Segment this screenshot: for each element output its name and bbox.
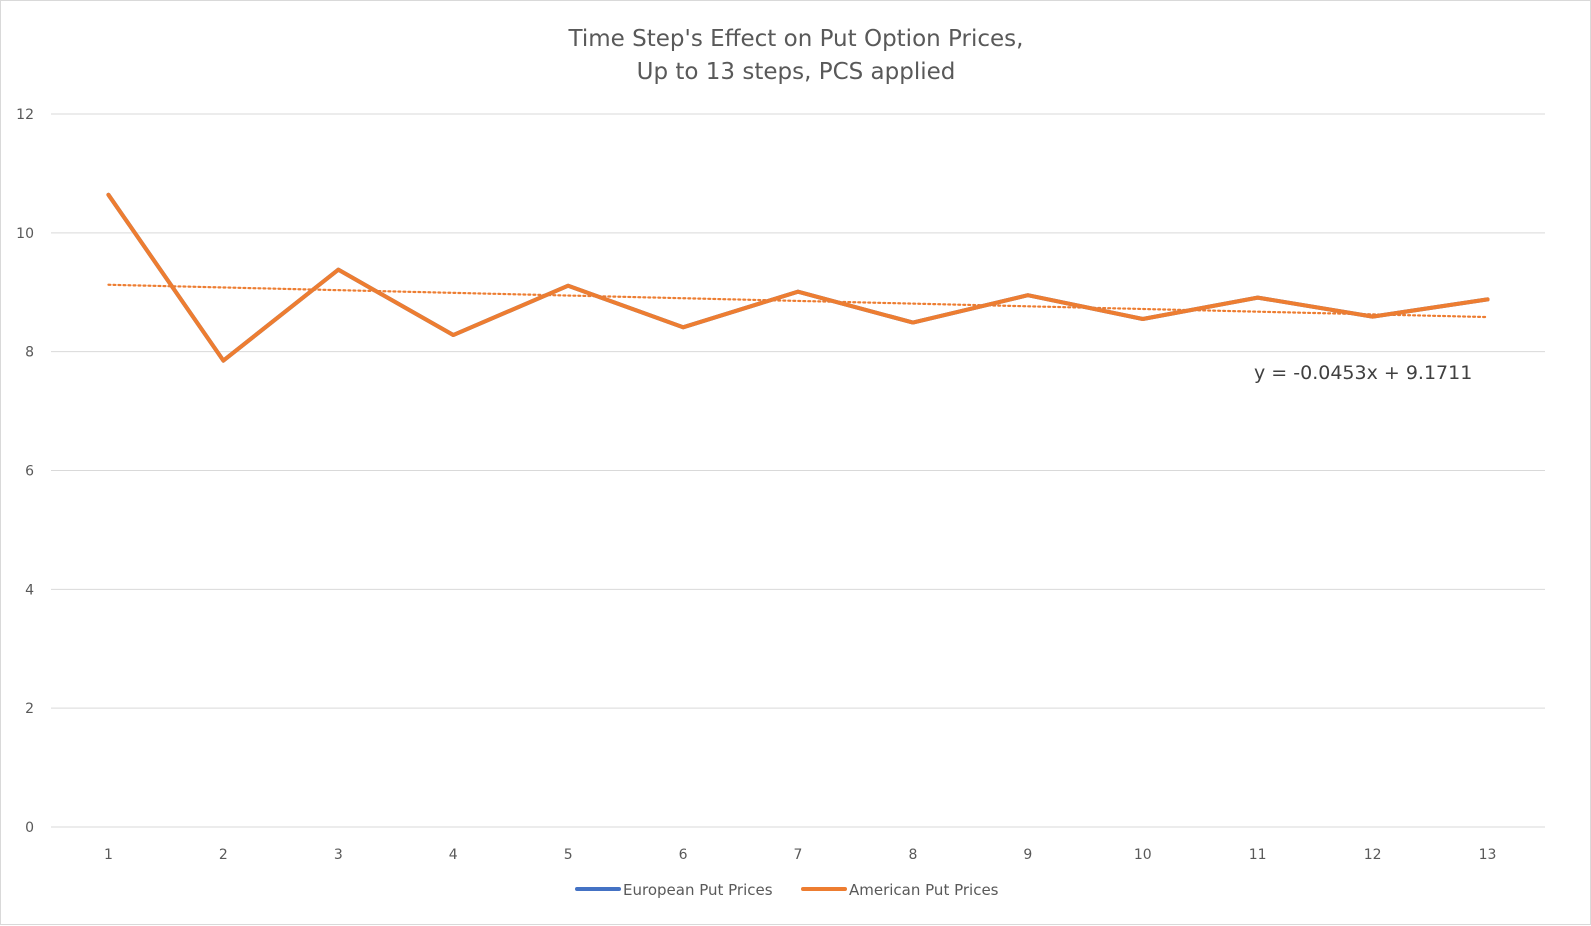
series-lines <box>106 192 1490 363</box>
gridlines <box>51 113 1545 828</box>
trendline-path <box>107 283 1489 319</box>
x-tick-label: 12 <box>1364 847 1382 863</box>
y-tick-label: 10 <box>16 226 34 242</box>
series-line-american <box>106 192 1490 363</box>
trendline-equation: y = -0.0453x + 9.1711 <box>1254 362 1472 384</box>
x-tick-label: 4 <box>449 847 458 863</box>
trendline-equation-label: y = -0.0453x + 9.1711 <box>1254 362 1472 384</box>
legend-label: American Put Prices <box>849 881 999 899</box>
y-tick-label: 12 <box>16 107 34 123</box>
x-tick-label: 6 <box>679 847 688 863</box>
x-tick-label: 1 <box>104 847 113 863</box>
y-axis-ticks: 0 2 4 6 8 10 12 <box>16 107 34 836</box>
chart-title: Time Step's Effect on Put Option Prices,… <box>568 26 1024 85</box>
x-axis-ticks: 1 2 3 4 5 6 7 8 9 10 11 12 13 <box>104 847 1496 863</box>
y-tick-label: 6 <box>25 464 34 480</box>
x-tick-label: 8 <box>908 847 917 863</box>
x-tick-label: 11 <box>1249 847 1267 863</box>
y-tick-label: 2 <box>25 701 34 717</box>
x-tick-label: 13 <box>1479 847 1497 863</box>
x-tick-label: 2 <box>219 847 228 863</box>
x-tick-label: 9 <box>1023 847 1032 863</box>
x-tick-label: 3 <box>334 847 343 863</box>
chart-title-line: Time Step's Effect on Put Option Prices, <box>568 26 1024 52</box>
trendline <box>107 283 1489 319</box>
chart-title-line: Up to 13 steps, PCS applied <box>637 59 956 85</box>
legend: European Put Prices American Put Prices <box>575 881 999 899</box>
x-tick-label: 10 <box>1134 847 1152 863</box>
x-tick-label: 7 <box>794 847 803 863</box>
y-tick-label: 0 <box>25 820 34 836</box>
x-tick-label: 5 <box>564 847 573 863</box>
y-tick-label: 8 <box>25 345 34 361</box>
legend-label: European Put Prices <box>623 881 773 899</box>
series-line-european <box>106 192 1490 363</box>
y-tick-label: 4 <box>25 582 34 598</box>
